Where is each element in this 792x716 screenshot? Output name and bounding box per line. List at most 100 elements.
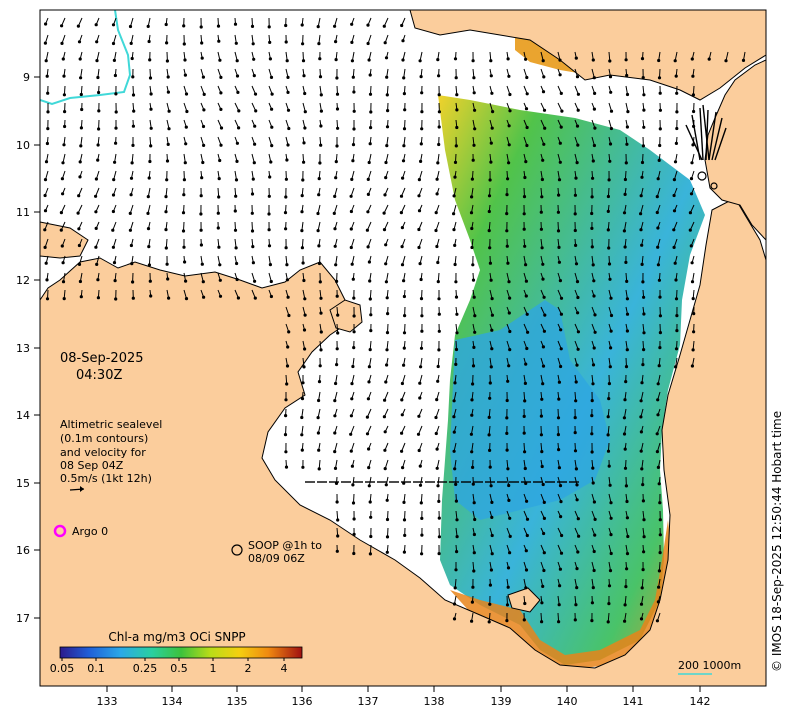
velocity-vector-head — [592, 107, 597, 111]
velocity-vector-head — [656, 382, 660, 386]
velocity-vector-head — [350, 464, 354, 468]
velocity-vector-head — [300, 210, 304, 214]
velocity-vector-head — [490, 328, 494, 332]
velocity-vector-head — [657, 76, 662, 80]
velocity-vector-head — [624, 585, 628, 589]
velocity-vector-head — [641, 499, 646, 503]
velocity-vector-head — [416, 432, 421, 436]
velocity-vector-head — [541, 277, 545, 281]
velocity-vector-head — [369, 110, 373, 114]
velocity-vector-head — [435, 192, 439, 196]
velocity-vector-head — [147, 263, 151, 267]
velocity-vector-head — [508, 92, 512, 97]
velocity-vector-head — [658, 314, 663, 318]
velocity-vector-head — [608, 59, 612, 63]
velocity-vector-head — [592, 500, 597, 504]
velocity-vector-head — [77, 227, 81, 231]
velocity-vector-head — [453, 586, 457, 590]
velocity-vector-head — [253, 92, 258, 96]
velocity-vector-head — [625, 567, 629, 571]
velocity-vector-head — [526, 330, 530, 334]
velocity-vector-head — [590, 399, 594, 403]
velocity-vector-head — [506, 261, 510, 265]
velocity-vector-head — [524, 57, 528, 61]
lat-tick-label: 10 — [16, 139, 30, 152]
velocity-vector-head — [316, 416, 320, 420]
velocity-vector-head — [437, 535, 441, 539]
velocity-vector-head — [250, 229, 255, 233]
velocity-vector-head — [506, 379, 510, 383]
velocity-vector-head — [625, 125, 630, 129]
velocity-vector-head — [625, 348, 629, 352]
velocity-vector-head — [556, 416, 561, 420]
velocity-vector-head — [675, 314, 679, 318]
velocity-vector-head — [435, 466, 439, 470]
velocity-vector-head — [62, 297, 66, 301]
velocity-vector-head — [149, 126, 153, 130]
velocity-vector-head — [454, 280, 458, 284]
velocity-vector-head — [111, 209, 115, 214]
velocity-vector-head — [111, 23, 116, 27]
velocity-vector-head — [61, 161, 65, 165]
velocity-vector-head — [437, 552, 441, 556]
velocity-vector-head — [349, 432, 353, 436]
velocity-vector-head — [452, 228, 456, 232]
velocity-vector-head — [543, 126, 547, 130]
velocity-vector-head — [366, 41, 370, 46]
velocity-vector-head — [284, 40, 288, 44]
velocity-vector-head — [557, 260, 562, 264]
velocity-vector-head — [575, 498, 579, 502]
velocity-vector-head — [419, 75, 423, 79]
velocity-vector-head — [43, 245, 47, 249]
velocity-vector-head — [590, 601, 595, 605]
velocity-vector-head — [63, 110, 67, 114]
velocity-vector-head — [202, 295, 206, 299]
velocity-vector-head — [507, 483, 511, 488]
velocity-vector-head — [369, 534, 373, 539]
velocity-vector-head — [417, 245, 421, 250]
velocity-vector-head — [62, 93, 66, 97]
velocity-vector-head — [250, 24, 255, 28]
velocity-vector-head — [384, 176, 388, 180]
velocity-vector-head — [45, 297, 50, 301]
velocity-vector-head — [111, 193, 116, 197]
velocity-vector-head — [402, 127, 407, 131]
velocity-vector-head — [655, 210, 659, 215]
velocity-vector-head — [437, 297, 441, 301]
velocity-vector-head — [45, 278, 49, 282]
velocity-vector-head — [219, 107, 223, 111]
argo-label: Argo 0 — [72, 525, 108, 538]
velocity-vector-head — [217, 195, 221, 199]
velocity-vector-head — [316, 229, 320, 233]
velocity-vector-head — [269, 294, 273, 299]
velocity-vector-head — [369, 329, 373, 333]
velocity-vector-head — [656, 177, 660, 181]
velocity-vector-head — [640, 175, 644, 179]
velocity-vector-head — [608, 483, 612, 487]
velocity-vector-head — [218, 158, 222, 163]
velocity-vector-head — [385, 144, 389, 148]
velocity-vector-head — [235, 74, 240, 78]
lon-tick-label: 141 — [623, 695, 644, 708]
velocity-vector-head — [317, 193, 321, 197]
velocity-vector-head — [350, 397, 354, 401]
velocity-vector-head — [506, 177, 510, 181]
velocity-vector-head — [639, 212, 643, 216]
velocity-vector-head — [639, 430, 644, 434]
velocity-vector-head — [417, 178, 421, 182]
colorbar-tick-label: 0.1 — [87, 662, 105, 675]
velocity-vector-head — [316, 211, 320, 216]
velocity-vector-head — [286, 143, 290, 147]
velocity-vector-head — [470, 413, 474, 417]
velocity-vector-head — [130, 161, 134, 165]
velocity-vector-head — [489, 568, 493, 572]
velocity-vector-head — [541, 584, 545, 589]
velocity-vector-head — [366, 397, 370, 401]
velocity-vector-head — [333, 194, 337, 198]
lat-tick-label: 11 — [16, 206, 30, 219]
velocity-vector-head — [285, 382, 289, 386]
velocity-vector-head — [592, 294, 596, 298]
velocity-vector-head — [303, 91, 307, 96]
velocity-vector-head — [46, 91, 50, 95]
velocity-vector-head — [61, 280, 66, 284]
